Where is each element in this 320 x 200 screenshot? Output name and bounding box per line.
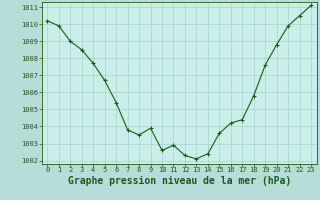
X-axis label: Graphe pression niveau de la mer (hPa): Graphe pression niveau de la mer (hPa): [68, 176, 291, 186]
